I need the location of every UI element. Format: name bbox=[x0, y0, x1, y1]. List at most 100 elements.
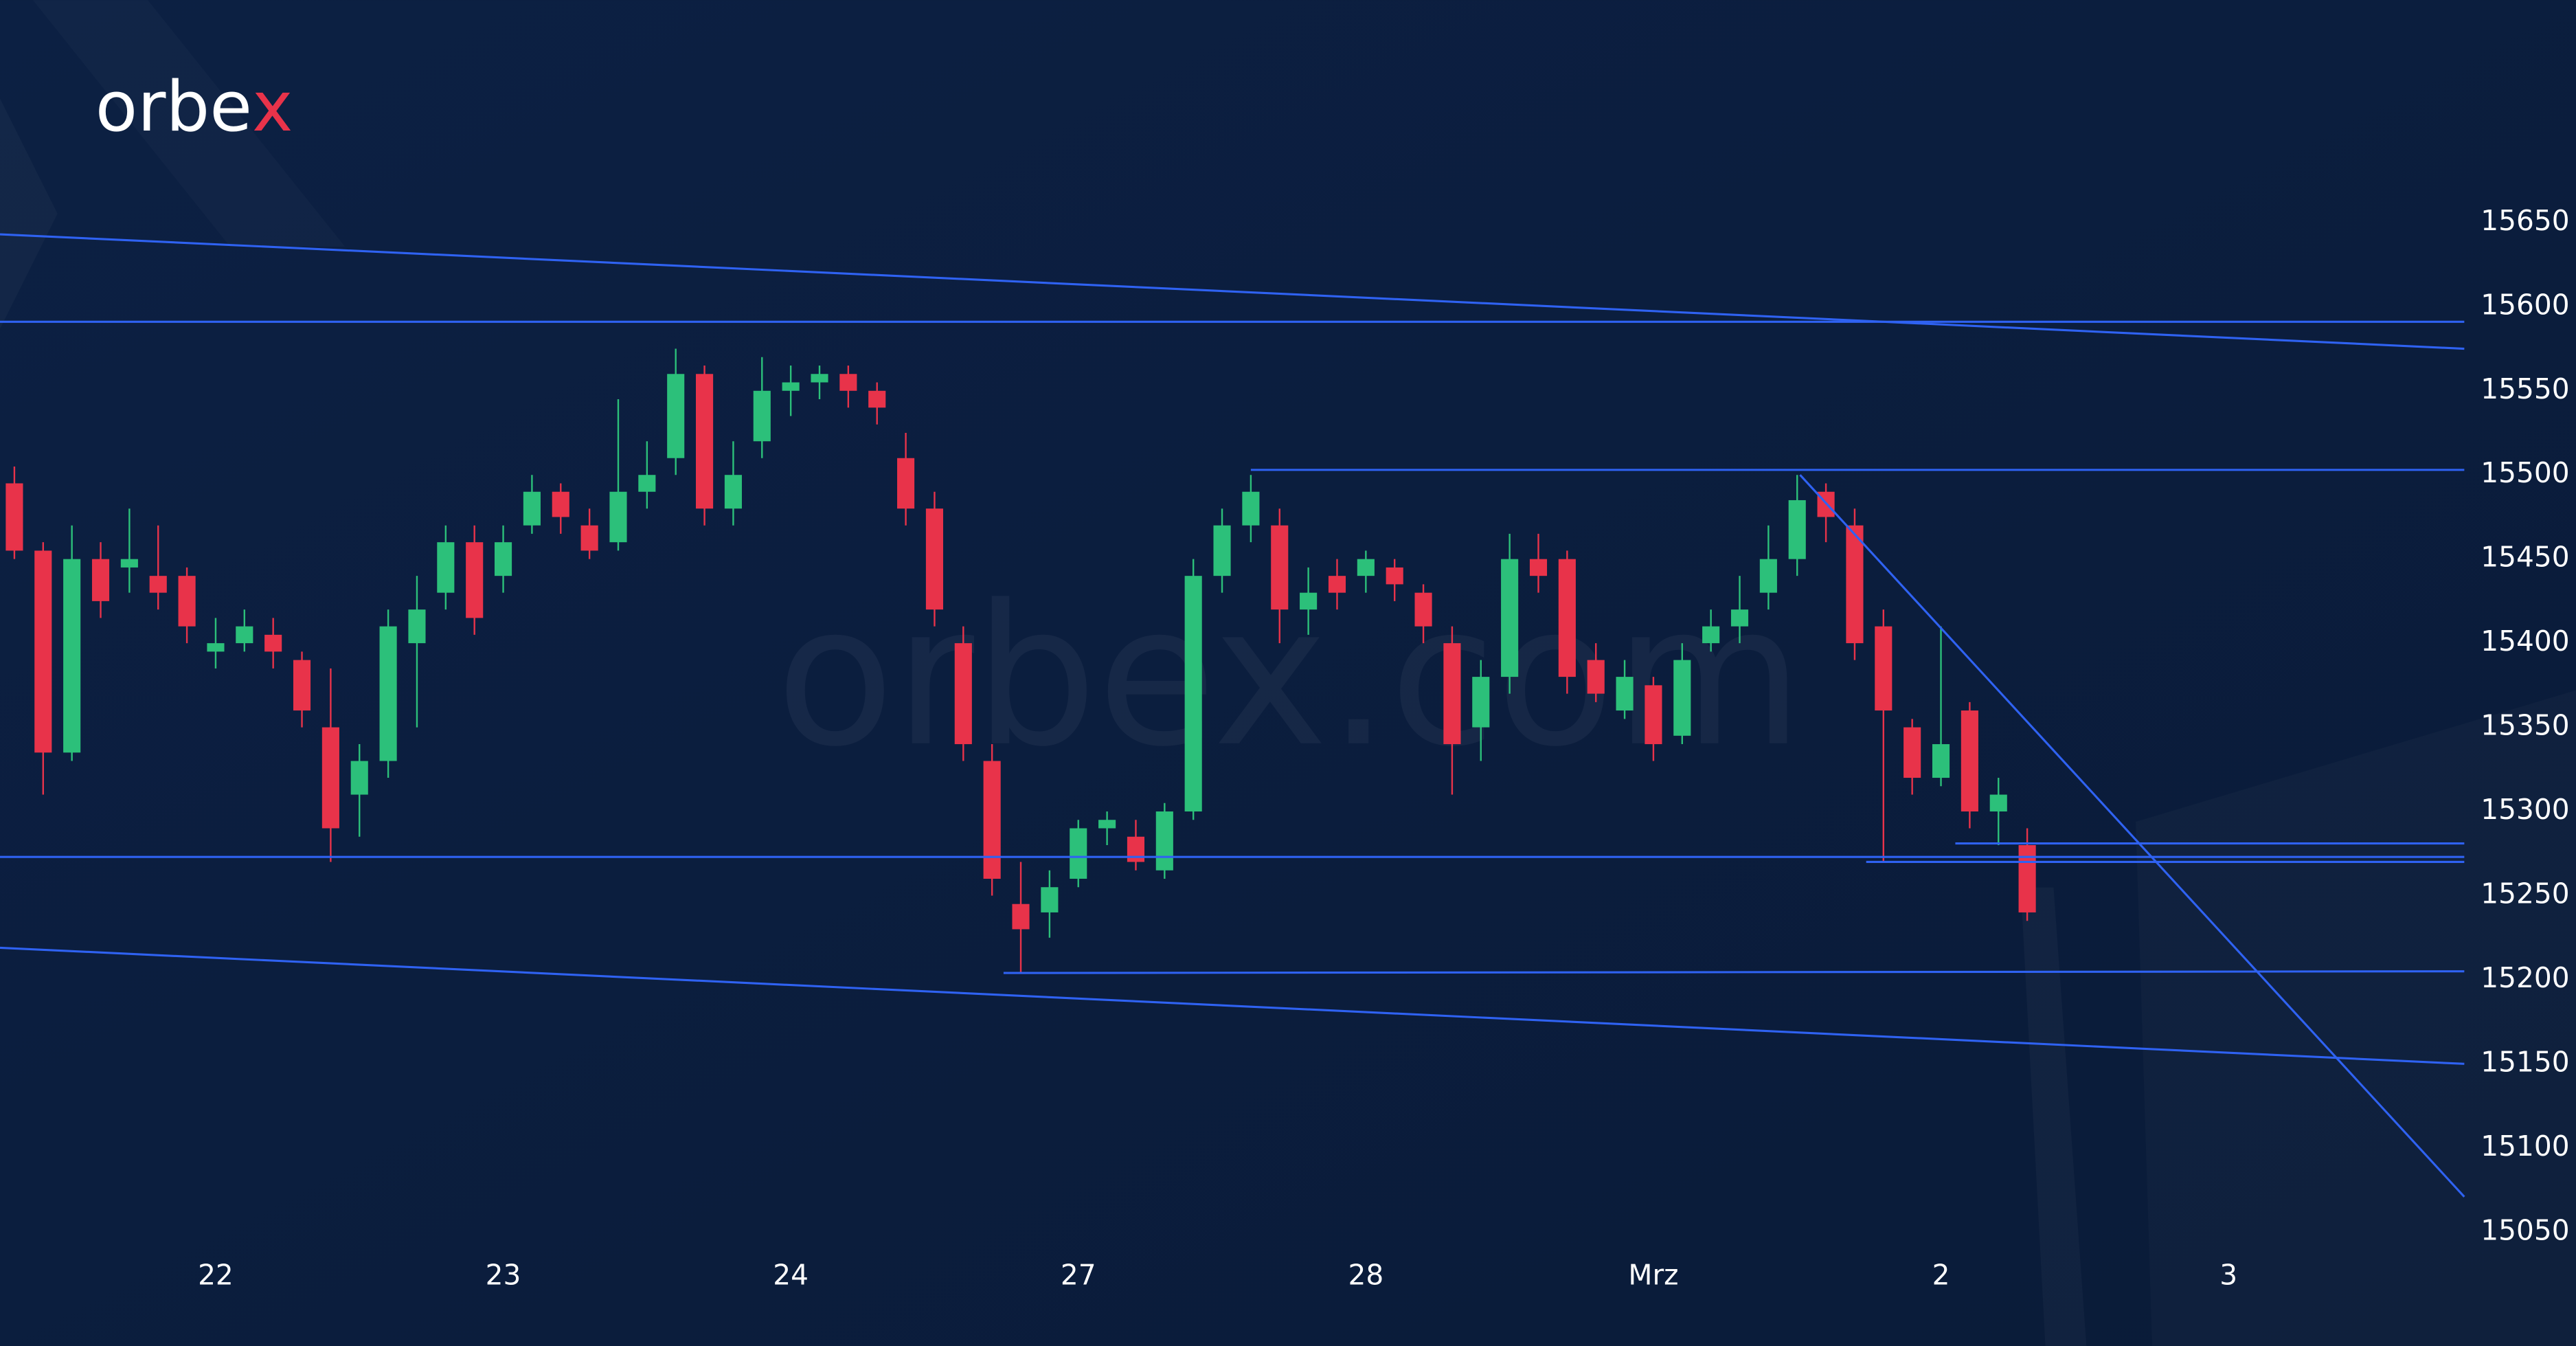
y-tick-label: 15450 bbox=[2481, 541, 2569, 574]
candle-body bbox=[437, 542, 455, 593]
candle-body bbox=[1903, 727, 1921, 778]
trend-line bbox=[0, 233, 2465, 350]
candle-body bbox=[638, 475, 656, 492]
candle-body bbox=[178, 576, 196, 627]
candle-body bbox=[983, 761, 1001, 879]
candle-body bbox=[1242, 491, 1260, 526]
y-tick-label: 15600 bbox=[2481, 288, 2569, 321]
candle-body bbox=[1213, 525, 1231, 576]
candle-body bbox=[379, 626, 397, 761]
candle-body bbox=[1932, 744, 1950, 778]
x-tick-label: 27 bbox=[1061, 1258, 1096, 1291]
candle-body bbox=[696, 374, 714, 509]
candle-body bbox=[34, 550, 52, 753]
candle-body bbox=[350, 761, 368, 795]
candle-body bbox=[839, 374, 857, 391]
candle-body bbox=[494, 542, 512, 576]
candle-body bbox=[1472, 677, 1490, 728]
candle-body bbox=[1414, 592, 1432, 627]
candle-body bbox=[1673, 660, 1691, 736]
y-tick-label: 15650 bbox=[2481, 204, 2569, 237]
candle-body bbox=[1989, 794, 2007, 812]
candle-body bbox=[811, 374, 828, 383]
candle-body bbox=[1529, 559, 1548, 576]
y-tick-label: 15550 bbox=[2481, 372, 2569, 405]
candle-body bbox=[1155, 811, 1173, 871]
x-tick-label: 24 bbox=[773, 1258, 809, 1291]
y-tick-label: 15400 bbox=[2481, 625, 2569, 658]
candle-body bbox=[523, 491, 541, 526]
trend-line bbox=[1799, 474, 2465, 1198]
candle-body bbox=[1846, 525, 1864, 644]
candle-body bbox=[552, 491, 569, 517]
candle-body bbox=[782, 382, 800, 391]
x-tick-label: Mrz bbox=[1628, 1258, 1678, 1291]
candle-body bbox=[1702, 626, 1720, 644]
y-tick-label: 15500 bbox=[2481, 456, 2569, 489]
candle-body bbox=[1961, 710, 1978, 812]
candle-body bbox=[1098, 820, 1116, 829]
candle-body bbox=[1012, 904, 1030, 930]
candle-body bbox=[724, 475, 742, 509]
watermark: orbex.com bbox=[776, 563, 1803, 789]
candle-body bbox=[1070, 828, 1087, 879]
y-tick-label: 15350 bbox=[2481, 709, 2569, 742]
candle-body bbox=[149, 576, 167, 593]
candle-body bbox=[580, 525, 598, 551]
candle-body bbox=[5, 483, 23, 551]
candle-body bbox=[868, 390, 886, 408]
y-tick-label: 15150 bbox=[2481, 1045, 2569, 1078]
candle-body bbox=[1501, 559, 1519, 677]
candle-body bbox=[1127, 836, 1145, 862]
candle-body bbox=[321, 727, 339, 829]
candle-body bbox=[120, 559, 138, 568]
logo: orbex bbox=[95, 67, 293, 147]
candle-body bbox=[1443, 643, 1461, 745]
candle-body bbox=[2018, 844, 2036, 912]
trend-line bbox=[1003, 970, 2465, 974]
y-tick-label: 15100 bbox=[2481, 1130, 2569, 1163]
candle-body bbox=[667, 374, 685, 458]
candle-body bbox=[207, 643, 225, 652]
candle-body bbox=[1386, 567, 1403, 585]
x-tick-label: 28 bbox=[1348, 1258, 1383, 1291]
candle-body bbox=[1788, 500, 1806, 559]
candle-body bbox=[264, 634, 282, 652]
candle-body bbox=[91, 559, 110, 601]
candle-body bbox=[408, 609, 426, 644]
candle-body bbox=[925, 508, 943, 610]
candle-body bbox=[1328, 576, 1346, 593]
candle-body bbox=[1184, 576, 1202, 812]
candle-body bbox=[63, 559, 81, 753]
candle-body bbox=[1300, 592, 1318, 610]
candle-body bbox=[1558, 559, 1576, 677]
candle-body bbox=[1616, 677, 1634, 711]
candle-body bbox=[753, 390, 771, 442]
candle-body bbox=[1271, 525, 1289, 610]
x-tick-label: 23 bbox=[486, 1258, 521, 1291]
y-tick-label: 15250 bbox=[2481, 877, 2569, 910]
candle-body bbox=[954, 643, 972, 745]
candle-body bbox=[1587, 660, 1605, 694]
y-tick-label: 15300 bbox=[2481, 793, 2569, 826]
trend-line bbox=[0, 946, 2465, 1065]
x-tick-label: 3 bbox=[2219, 1258, 2237, 1291]
candle-body bbox=[1875, 626, 1893, 711]
candle-body bbox=[1041, 887, 1059, 912]
x-tick-label: 22 bbox=[198, 1258, 234, 1291]
candle-body bbox=[466, 542, 484, 618]
y-tick-label: 15200 bbox=[2481, 961, 2569, 994]
candle-body bbox=[293, 660, 311, 711]
candle-body bbox=[1645, 685, 1662, 745]
candle-body bbox=[1730, 609, 1749, 627]
candle-body bbox=[609, 491, 627, 543]
candle-body bbox=[1759, 559, 1777, 593]
x-tick-label: 2 bbox=[1932, 1258, 1950, 1291]
candle-body bbox=[1357, 559, 1375, 576]
candle-body bbox=[236, 626, 253, 644]
y-tick-label: 15050 bbox=[2481, 1213, 2569, 1246]
candle-body bbox=[897, 458, 915, 509]
